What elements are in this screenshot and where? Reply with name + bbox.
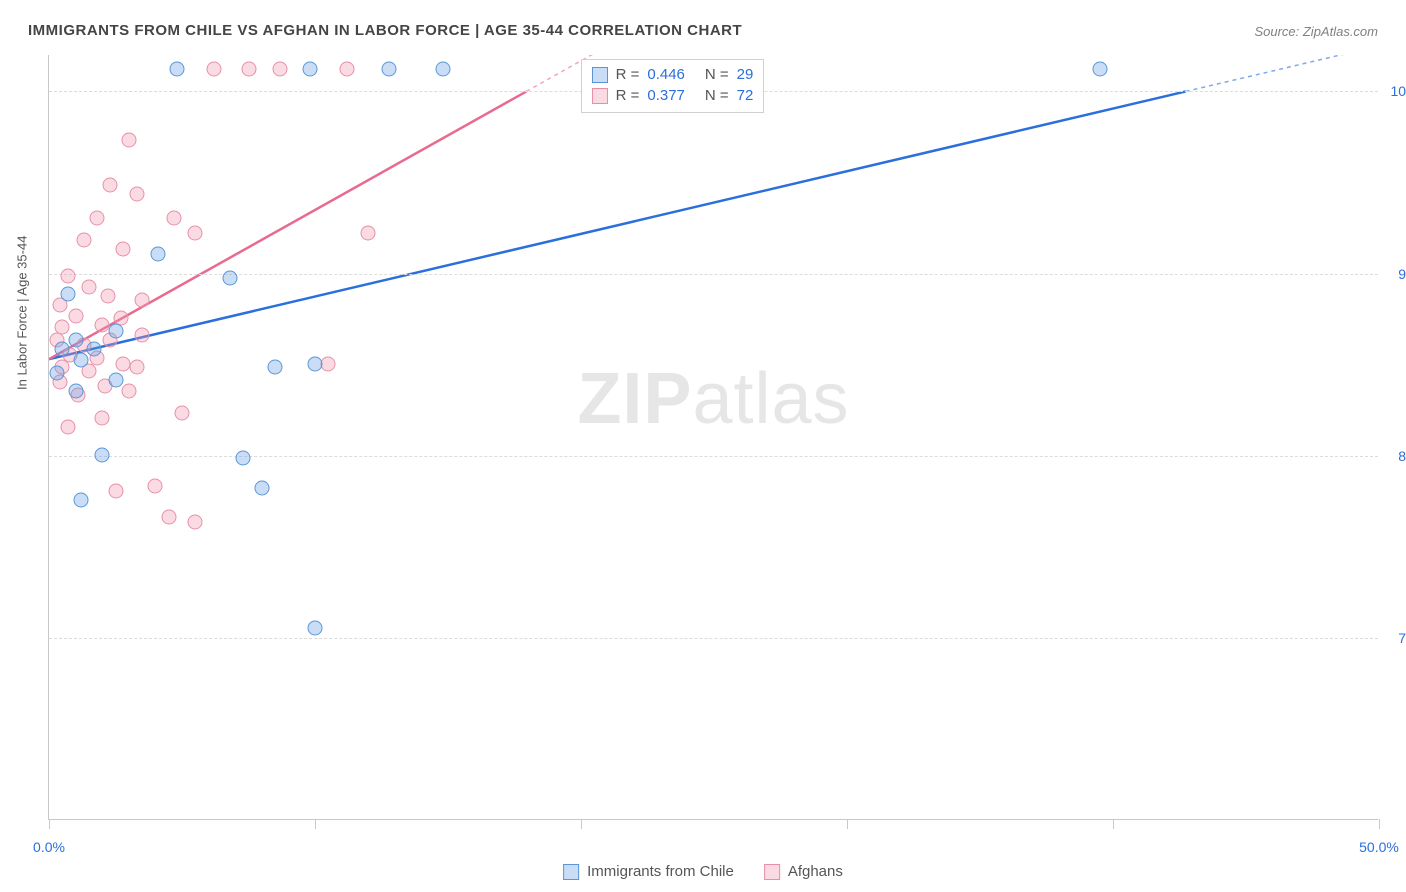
data-point xyxy=(81,280,96,295)
chart-title: IMMIGRANTS FROM CHILE VS AFGHAN IN LABOR… xyxy=(28,22,742,39)
data-point xyxy=(161,509,176,524)
data-point xyxy=(95,447,110,462)
data-point xyxy=(73,493,88,508)
data-point xyxy=(76,232,91,247)
stat-r-label: R = xyxy=(616,66,640,83)
legend-label: Immigrants from Chile xyxy=(587,863,734,880)
data-point xyxy=(60,269,75,284)
data-point xyxy=(151,247,166,262)
y-tick-label: 70.0% xyxy=(1388,630,1406,646)
data-point xyxy=(1092,61,1107,76)
series-swatch xyxy=(592,67,608,83)
data-point xyxy=(236,451,251,466)
data-point xyxy=(95,411,110,426)
data-point xyxy=(60,420,75,435)
data-point xyxy=(167,210,182,225)
data-point xyxy=(135,327,150,342)
data-point xyxy=(222,271,237,286)
data-point xyxy=(87,342,102,357)
data-point xyxy=(169,61,184,76)
x-tick xyxy=(315,819,316,829)
data-point xyxy=(68,309,83,324)
data-point xyxy=(49,365,64,380)
x-tick xyxy=(847,819,848,829)
data-point xyxy=(188,225,203,240)
legend-item: Immigrants from Chile xyxy=(563,863,734,880)
data-point xyxy=(206,61,221,76)
data-point xyxy=(382,61,397,76)
data-point xyxy=(73,353,88,368)
y-tick-label: 80.0% xyxy=(1388,448,1406,464)
data-point xyxy=(321,356,336,371)
legend-item: Afghans xyxy=(764,863,843,880)
legend-swatch xyxy=(563,864,579,880)
x-tick-label: 50.0% xyxy=(1359,839,1399,855)
source-attribution: Source: ZipAtlas.com xyxy=(1254,24,1378,39)
x-tick xyxy=(581,819,582,829)
data-point xyxy=(121,383,136,398)
series-swatch xyxy=(592,88,608,104)
data-point xyxy=(68,383,83,398)
stat-r-label: R = xyxy=(616,87,640,104)
data-point xyxy=(60,287,75,302)
watermark: ZIPatlas xyxy=(577,358,849,440)
data-point xyxy=(135,292,150,307)
stat-r-value: 0.446 xyxy=(647,66,685,83)
data-point xyxy=(121,132,136,147)
data-point xyxy=(175,405,190,420)
data-point xyxy=(308,356,323,371)
data-point xyxy=(302,61,317,76)
y-tick-label: 90.0% xyxy=(1388,266,1406,282)
y-tick-label: 100.0% xyxy=(1388,83,1406,99)
stat-n-label: N = xyxy=(705,87,729,104)
x-tick-label: 0.0% xyxy=(33,839,65,855)
stat-n-label: N = xyxy=(705,66,729,83)
data-point xyxy=(308,620,323,635)
stats-row: R = 0.446 N = 29 xyxy=(592,64,754,85)
stats-row: R = 0.377 N = 72 xyxy=(592,85,754,106)
data-point xyxy=(116,241,131,256)
stat-n-value: 72 xyxy=(737,87,754,104)
stat-r-value: 0.377 xyxy=(647,87,685,104)
data-point xyxy=(100,289,115,304)
y-axis-title: In Labor Force | Age 35-44 xyxy=(15,236,30,390)
correlation-stats-box: R = 0.446 N = 29 R = 0.377 N = 72 xyxy=(581,59,765,113)
data-point xyxy=(68,332,83,347)
gridline xyxy=(49,638,1378,639)
trend-lines-layer xyxy=(49,55,1378,819)
data-point xyxy=(108,323,123,338)
data-point xyxy=(339,61,354,76)
data-point xyxy=(108,484,123,499)
data-point xyxy=(254,480,269,495)
data-point xyxy=(129,187,144,202)
data-point xyxy=(55,342,70,357)
x-tick xyxy=(1379,819,1380,829)
data-point xyxy=(241,61,256,76)
legend-swatch xyxy=(764,864,780,880)
legend-label: Afghans xyxy=(788,863,843,880)
data-point xyxy=(103,178,118,193)
x-tick xyxy=(1113,819,1114,829)
series-legend: Immigrants from Chile Afghans xyxy=(563,863,843,880)
scatter-plot-area: ZIPatlas 70.0%80.0%90.0%100.0%0.0%50.0%R… xyxy=(48,55,1378,820)
data-point xyxy=(129,360,144,375)
data-point xyxy=(435,61,450,76)
data-point xyxy=(273,61,288,76)
stat-n-value: 29 xyxy=(737,66,754,83)
data-point xyxy=(148,478,163,493)
data-point xyxy=(188,515,203,530)
data-point xyxy=(108,373,123,388)
data-point xyxy=(268,360,283,375)
data-point xyxy=(89,210,104,225)
data-point xyxy=(361,225,376,240)
gridline xyxy=(49,274,1378,275)
x-tick xyxy=(49,819,50,829)
